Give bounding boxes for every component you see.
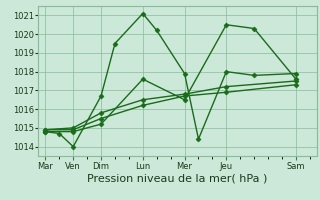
X-axis label: Pression niveau de la mer( hPa ): Pression niveau de la mer( hPa )	[87, 173, 268, 183]
